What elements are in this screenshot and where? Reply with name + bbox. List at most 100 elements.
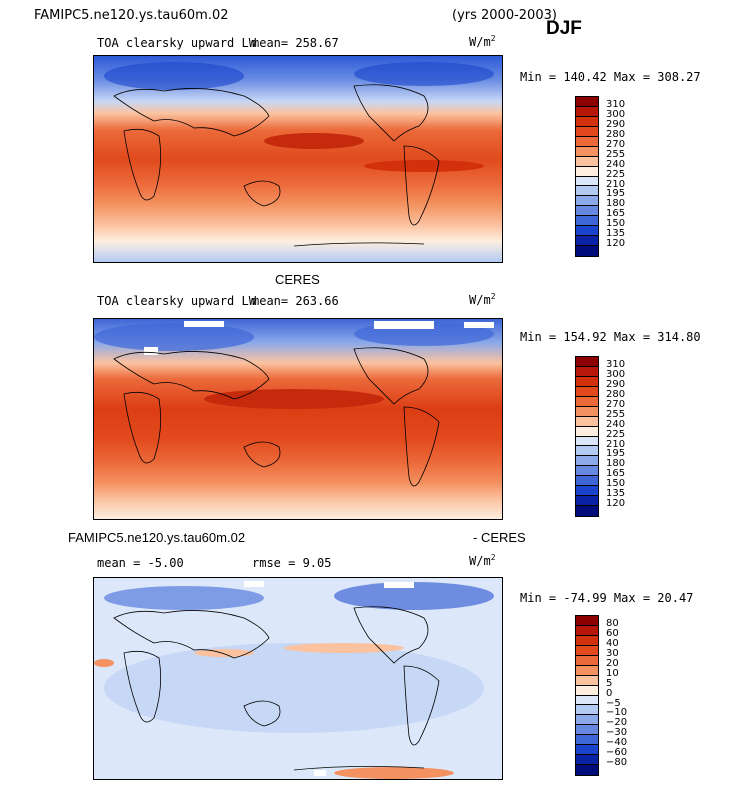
panel1-coastlines	[113, 84, 440, 247]
colorbar-swatch	[576, 386, 598, 397]
colorbar-tick-label: −20	[606, 717, 628, 729]
colorbar-swatch	[576, 735, 598, 746]
colorbar-tick-label: 270	[606, 398, 626, 410]
colorbar-tick-label: −80	[606, 757, 628, 769]
colorbar-swatch	[576, 616, 598, 626]
colorbar-tick-label: 30	[606, 647, 619, 659]
colorbar-tick-label: 240	[606, 158, 626, 170]
colorbar-swatch	[576, 196, 598, 207]
colorbar-tick-label: −30	[606, 727, 628, 739]
colorbar-tick-label: −10	[606, 707, 628, 719]
panel2-colorbar-ticks: 310 300 290 280 270 255 240 225 210 195 180 165 150 1…	[606, 360, 625, 509]
colorbar-tick-label: 0	[606, 687, 613, 699]
colorbar-swatch	[576, 226, 598, 237]
colorbar-swatch	[576, 705, 598, 716]
panel3-mean: mean = -5.00	[97, 556, 184, 570]
model-title: FAMIPC5.ne120.ys.tau60m.02	[34, 8, 229, 23]
colorbar-swatch	[576, 236, 598, 247]
panel2-coastlines	[113, 347, 440, 487]
panel2-colorbar	[575, 356, 599, 517]
colorbar-swatch	[576, 366, 598, 377]
colorbar-tick-label: 300	[606, 108, 626, 120]
colorbar-tick-label: 310	[606, 99, 626, 110]
colorbar-swatch	[576, 126, 598, 137]
colorbar-tick-label: 240	[606, 418, 626, 430]
colorbar-swatch	[576, 476, 598, 487]
colorbar-tick-label: 5	[606, 677, 613, 689]
panel3-units: W/m2	[469, 553, 496, 568]
colorbar-swatch	[576, 635, 598, 646]
colorbar-swatch	[576, 655, 598, 666]
panel2-units: W/m2	[469, 292, 496, 307]
colorbar-tick-label: 80	[606, 618, 619, 629]
colorbar-swatch	[576, 186, 598, 197]
colorbar-tick-label: 165	[606, 208, 626, 220]
colorbar-tick-label: 120	[606, 238, 626, 250]
colorbar-swatch	[576, 116, 598, 127]
colorbar-swatch	[576, 376, 598, 387]
colorbar-tick-label: 255	[606, 148, 626, 160]
colorbar-tick-label: 280	[606, 388, 626, 400]
panel1-colorbar	[575, 96, 599, 257]
colorbar-tick-label: 20	[606, 657, 619, 669]
panel3-heading-minus-ceres: - CERES	[473, 530, 526, 545]
colorbar-tick-label: −5	[606, 697, 621, 709]
colorbar-swatch	[576, 645, 598, 656]
colorbar-swatch	[576, 416, 598, 427]
colorbar-tick-label: 255	[606, 408, 626, 420]
colorbar-swatch	[576, 466, 598, 477]
colorbar-tick-label: 290	[606, 118, 626, 130]
colorbar-tick-label: 210	[606, 438, 626, 450]
colorbar-swatch	[576, 715, 598, 726]
colorbar-swatch	[576, 695, 598, 706]
colorbar-tick-label: 165	[606, 468, 626, 480]
colorbar-tick-label: 210	[606, 178, 626, 190]
panel1-map	[93, 55, 503, 263]
colorbar-swatch	[576, 97, 598, 107]
colorbar-swatch	[576, 675, 598, 686]
panel3-colorbar-ticks: 80 60 40 30 20 10 5 0 −5 −10 −20 −30 −40 −60 −80	[606, 619, 627, 768]
colorbar-swatch	[576, 436, 598, 447]
colorbar-swatch	[576, 136, 598, 147]
colorbar-tick-label: 310	[606, 359, 626, 370]
colorbar-swatch	[576, 456, 598, 467]
colorbar-swatch	[576, 176, 598, 187]
panel2-minmax: Min = 154.92 Max = 314.80	[520, 330, 701, 344]
colorbar-swatch	[576, 146, 598, 157]
panel2-variable-label: TOA clearsky upward LW	[97, 294, 256, 308]
colorbar-swatch	[576, 246, 598, 256]
panel2-mean: mean= 263.66	[252, 294, 339, 308]
panel1-units: W/m2	[469, 34, 496, 49]
colorbar-tick-label: −60	[606, 747, 628, 759]
colorbar-tick-label: 10	[606, 667, 619, 679]
colorbar-swatch	[576, 765, 598, 775]
season-label: DJF	[546, 18, 582, 39]
panel1-warm-pool	[264, 133, 364, 149]
colorbar-tick-label: 225	[606, 168, 626, 180]
colorbar-swatch	[576, 665, 598, 676]
colorbar-swatch	[576, 725, 598, 736]
colorbar-swatch	[576, 496, 598, 507]
colorbar-tick-label: 135	[606, 488, 626, 500]
panel1-map-field	[94, 56, 502, 262]
colorbar-swatch	[576, 357, 598, 367]
panel3-map-field	[94, 578, 502, 779]
panel1-variable-label: TOA clearsky upward LW	[97, 36, 256, 50]
panel2-heading: CERES	[275, 272, 320, 287]
panel2-missing-data	[144, 321, 494, 355]
colorbar-swatch	[576, 206, 598, 217]
colorbar-swatch	[576, 446, 598, 457]
colorbar-swatch	[576, 396, 598, 407]
colorbar-tick-label: 180	[606, 458, 626, 470]
colorbar-tick-label: −40	[606, 737, 628, 749]
colorbar-swatch	[576, 685, 598, 696]
colorbar-swatch	[576, 426, 598, 437]
colorbar-tick-label: 280	[606, 128, 626, 140]
colorbar-tick-label: 290	[606, 378, 626, 390]
panel1-mean: mean= 258.67	[252, 36, 339, 50]
panel3-colorbar	[575, 615, 599, 776]
colorbar-swatch	[576, 625, 598, 636]
panel3-heading-model: FAMIPC5.ne120.ys.tau60m.02	[68, 530, 246, 545]
colorbar-tick-label: 150	[606, 478, 626, 490]
colorbar-tick-label: 135	[606, 228, 626, 240]
